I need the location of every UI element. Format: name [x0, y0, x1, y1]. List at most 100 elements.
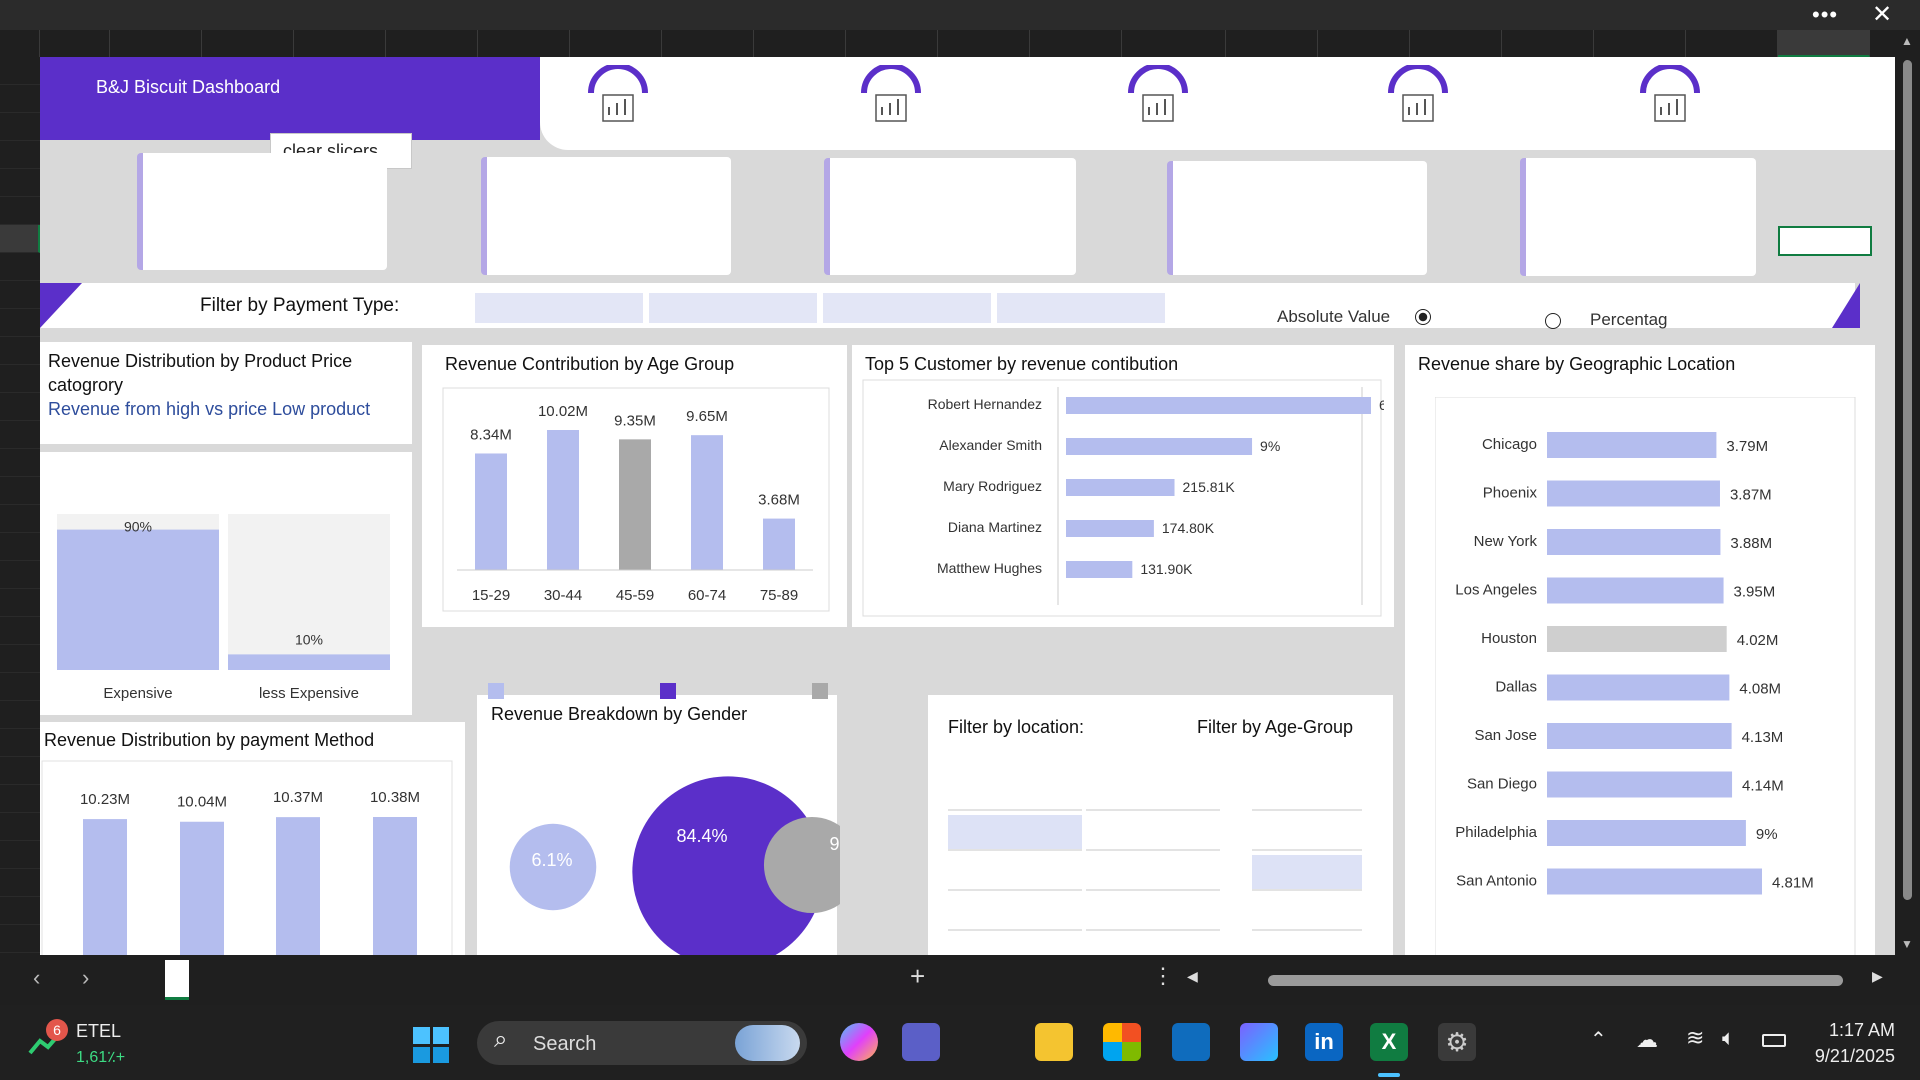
clock-time[interactable]: 1:17 AM: [1828, 1020, 1895, 1040]
row-header-4[interactable]: [0, 141, 40, 169]
column-header-T[interactable]: [1594, 30, 1686, 57]
column-header-Q[interactable]: [1318, 30, 1410, 57]
scroll-down-icon[interactable]: ▼: [1901, 937, 1913, 951]
hscroll-right-icon[interactable]: ▶: [1872, 968, 1883, 984]
more-dots-icon[interactable]: •••: [1812, 2, 1839, 27]
column-header-L[interactable]: [846, 30, 938, 57]
column-header-D[interactable]: [110, 30, 202, 57]
row-header-16[interactable]: [0, 477, 40, 505]
row-header-3[interactable]: [0, 113, 40, 141]
row-header-2[interactable]: [0, 85, 40, 113]
sheet-tab-dashboard[interactable]: [165, 960, 189, 1000]
close-icon[interactable]: ✕: [1872, 1, 1893, 28]
row-header-23[interactable]: [0, 673, 40, 701]
tab-options-icon[interactable]: ⋮: [1152, 963, 1174, 988]
battery-icon[interactable]: [1762, 1034, 1786, 1047]
column-header-S[interactable]: [1502, 30, 1594, 57]
age-slicer-15-29[interactable]: [1252, 775, 1362, 811]
linkedin-icon[interactable]: in: [1305, 1023, 1343, 1061]
column-header-C[interactable]: [40, 30, 110, 57]
row-header-24[interactable]: [0, 701, 40, 729]
ms-store-icon[interactable]: [1103, 1023, 1141, 1061]
row-header-9[interactable]: [0, 281, 40, 309]
column-header-E[interactable]: [202, 30, 294, 57]
row-header-11[interactable]: [0, 337, 40, 365]
location-slicer-los-angeles[interactable]: [1086, 815, 1220, 851]
column-header-P[interactable]: [1226, 30, 1318, 57]
age-slicer-60-74[interactable]: [1252, 895, 1362, 931]
location-slicer-san-diego[interactable]: [948, 935, 1082, 955]
column-header-G[interactable]: [386, 30, 478, 57]
column-header-U[interactable]: [1686, 30, 1778, 57]
column-header-H[interactable]: [478, 30, 570, 57]
clock-date[interactable]: 9/21/2025: [1814, 1046, 1895, 1066]
absolute-value-radio[interactable]: [1415, 309, 1431, 325]
selected-cell[interactable]: [1778, 226, 1872, 256]
tab-next-icon[interactable]: ›: [82, 965, 90, 990]
column-header-O[interactable]: [1122, 30, 1226, 57]
age-slicer-30-44[interactable]: [1252, 815, 1362, 851]
hscroll-left-icon[interactable]: ◀: [1187, 968, 1198, 984]
location-slicer-san-jose[interactable]: [1086, 935, 1220, 955]
row-header-26[interactable]: [0, 757, 40, 785]
row-header-22[interactable]: [0, 645, 40, 673]
row-header-17[interactable]: [0, 505, 40, 533]
payment-option-debit-card[interactable]: [823, 293, 991, 323]
row-header-12[interactable]: [0, 365, 40, 393]
sheet-tab-transaction-data[interactable]: [535, 960, 559, 1000]
row-header-18[interactable]: [0, 533, 40, 561]
payment-option-mobile-payment[interactable]: [997, 293, 1165, 323]
row-header-8[interactable]: [0, 253, 40, 281]
column-header-V[interactable]: [1778, 30, 1870, 57]
chevron-up-icon[interactable]: ⌃: [1590, 1029, 1607, 1051]
location-slicer-chicago[interactable]: [948, 775, 1082, 811]
row-header-31[interactable]: [0, 897, 40, 925]
file-explorer-icon[interactable]: [1035, 1023, 1073, 1061]
row-header-27[interactable]: [0, 785, 40, 813]
row-header-5[interactable]: [0, 169, 40, 197]
location-slicer-san-antonio[interactable]: [1086, 895, 1220, 931]
tab-prev-icon[interactable]: ‹: [33, 965, 41, 990]
percentage-radio[interactable]: [1545, 313, 1561, 329]
row-header-15[interactable]: [0, 449, 40, 477]
row-header-6[interactable]: [0, 197, 40, 225]
select-all-corner[interactable]: [0, 30, 40, 57]
sheet-tab-detail1[interactable]: [305, 960, 329, 1000]
row-header-20[interactable]: [0, 589, 40, 617]
row-header-1[interactable]: [0, 57, 40, 85]
teams-icon[interactable]: [902, 1023, 940, 1061]
add-sheet-icon[interactable]: +: [910, 961, 926, 991]
windows-start-icon[interactable]: [413, 1027, 449, 1063]
settings-icon[interactable]: ⚙: [1438, 1023, 1476, 1061]
location-slicer-dallas[interactable]: [1086, 775, 1220, 811]
outlook-icon[interactable]: [1172, 1023, 1210, 1061]
location-slicer-philadelphia[interactable]: [1086, 855, 1220, 891]
volume-icon[interactable]: 🔈︎: [1722, 1025, 1736, 1050]
horizontal-scrollbar-thumb[interactable]: [1268, 975, 1843, 986]
row-header-19[interactable]: [0, 561, 40, 589]
column-header-M[interactable]: [938, 30, 1030, 57]
column-header-K[interactable]: [754, 30, 846, 57]
row-header-7[interactable]: [0, 225, 40, 253]
row-header-32[interactable]: [0, 925, 40, 953]
row-header-30[interactable]: [0, 869, 40, 897]
location-slicer-phoenix[interactable]: [948, 895, 1082, 931]
row-header-25[interactable]: [0, 729, 40, 757]
sheet-tab-products[interactable]: [730, 960, 754, 1000]
location-slicer-new-york[interactable]: [948, 855, 1082, 891]
age-slicer-75-89[interactable]: [1252, 935, 1362, 955]
location-slicer-houston[interactable]: [948, 815, 1082, 851]
copilot-icon[interactable]: [840, 1023, 878, 1061]
column-header-F[interactable]: [294, 30, 386, 57]
cloud-icon[interactable]: ☁: [1636, 1027, 1658, 1052]
age-slicer-45-59[interactable]: [1252, 855, 1362, 891]
vertical-scrollbar[interactable]: ▲ ▼: [1895, 30, 1920, 955]
row-header-14[interactable]: [0, 421, 40, 449]
row-header-10[interactable]: [0, 309, 40, 337]
row-header-21[interactable]: [0, 617, 40, 645]
column-header-R[interactable]: [1410, 30, 1502, 57]
scroll-up-icon[interactable]: ▲: [1901, 34, 1913, 48]
scroll-thumb[interactable]: [1903, 60, 1912, 900]
column-header-I[interactable]: [570, 30, 662, 57]
payment-option-cash[interactable]: [475, 293, 643, 323]
